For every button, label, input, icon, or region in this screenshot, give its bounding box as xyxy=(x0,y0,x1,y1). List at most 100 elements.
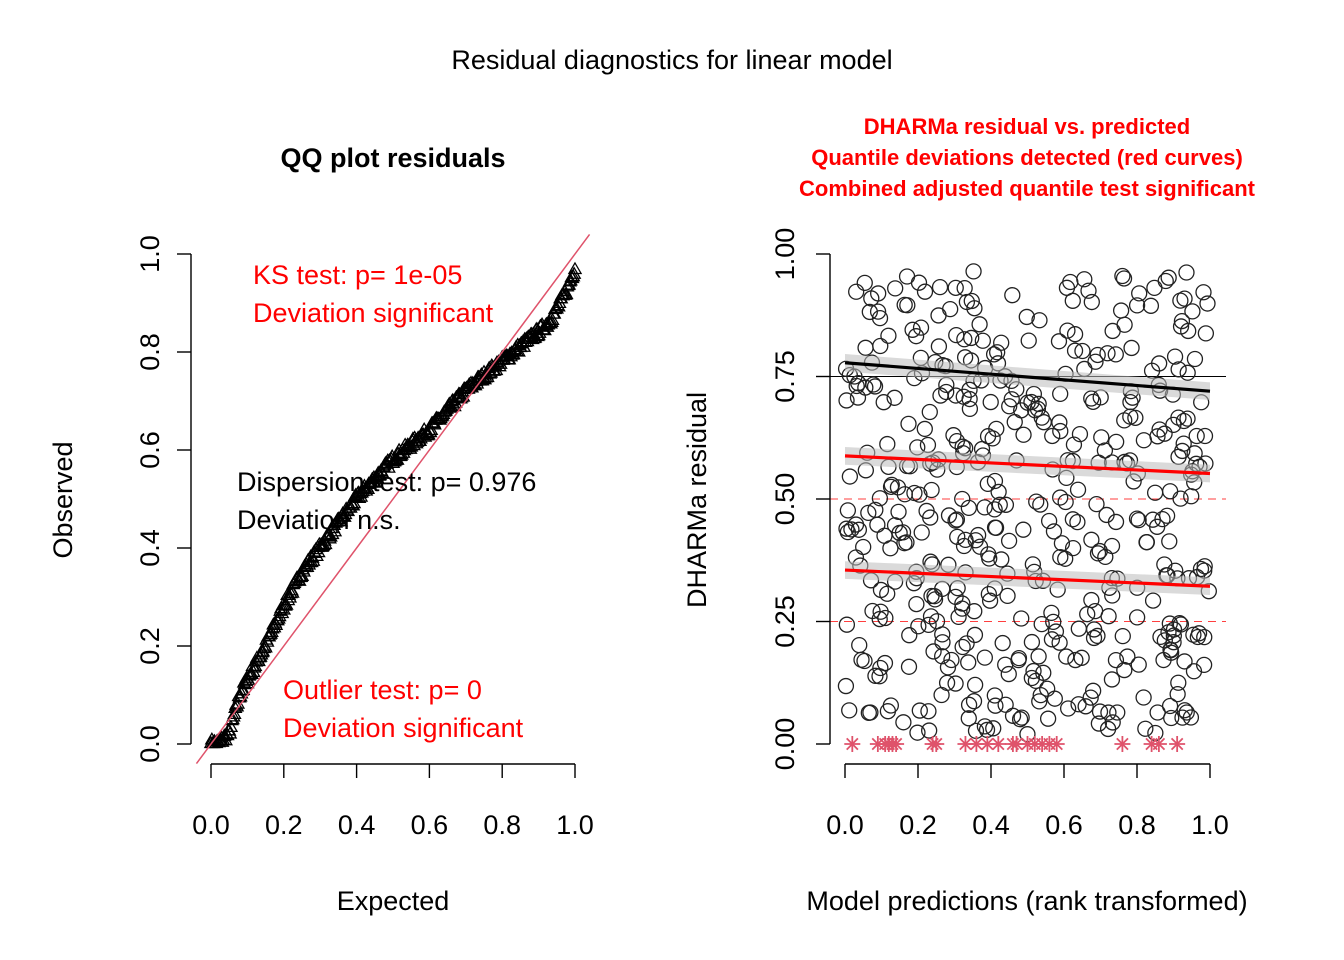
qq-point xyxy=(285,585,300,598)
residual-point xyxy=(1178,704,1195,721)
residual-point xyxy=(871,309,889,327)
residual-point xyxy=(925,643,942,660)
residual-point xyxy=(1087,353,1104,370)
residual-point xyxy=(1123,339,1140,357)
residual-point xyxy=(1053,535,1071,552)
residual-point xyxy=(943,651,960,669)
residual-point xyxy=(1179,410,1196,427)
qq-point xyxy=(233,689,248,702)
residual-point xyxy=(1197,325,1215,342)
residual-point xyxy=(1128,609,1146,626)
residual-point xyxy=(1183,488,1200,505)
residual-point xyxy=(906,484,923,502)
residual-point xyxy=(1080,282,1097,299)
residual-point xyxy=(1176,653,1193,670)
residual-point xyxy=(896,296,913,313)
residual-point xyxy=(1059,700,1077,717)
residual-point xyxy=(986,501,1003,518)
residual-y-axis-label: DHARMa residual xyxy=(682,392,712,608)
residual-point xyxy=(1107,513,1125,531)
residual-y-tick-label: 1.00 xyxy=(770,228,800,281)
qq-y-tick-label: 1.0 xyxy=(135,235,165,273)
qq-point xyxy=(294,568,310,582)
quantile-fit-q75 xyxy=(844,361,1211,393)
residual-point xyxy=(1178,264,1195,281)
residual-point xyxy=(1062,273,1079,291)
residual-point xyxy=(872,581,890,599)
qq-annotations: KS test: p= 1e-05 Deviation significant … xyxy=(237,260,536,743)
residual-point xyxy=(1100,704,1117,721)
residual-point xyxy=(1138,534,1156,551)
residual-point xyxy=(871,490,889,507)
residual-point xyxy=(928,613,946,630)
residual-point xyxy=(1020,332,1037,349)
residual-point xyxy=(1130,511,1147,529)
residual-point xyxy=(1052,548,1069,566)
residual-point xyxy=(960,696,978,713)
residual-point xyxy=(1112,302,1130,319)
residual-point xyxy=(997,656,1014,673)
residual-point xyxy=(1059,322,1076,339)
residual-point xyxy=(1144,592,1162,609)
residual-point xyxy=(1131,285,1148,302)
qq-axes: 0.0 0.2 0.4 0.6 0.8 1.0 0.0 0.2 0.4 0.6 0.8 1.0 xyxy=(135,235,594,840)
residual-point xyxy=(966,676,984,694)
residual-point xyxy=(916,420,933,438)
residual-x-tick-label: 0.6 xyxy=(1045,810,1083,840)
residual-point xyxy=(1064,540,1082,557)
residual-point xyxy=(838,616,856,633)
outlier-point xyxy=(928,736,945,752)
residual-point xyxy=(1058,648,1075,665)
residual-point xyxy=(883,476,900,494)
residual-x-tick-label: 0.8 xyxy=(1118,810,1156,840)
residual-point xyxy=(909,724,926,741)
residual-point xyxy=(1097,548,1114,566)
qq-point xyxy=(222,726,238,739)
residual-point xyxy=(1073,649,1090,666)
residual-point xyxy=(1127,409,1144,426)
residual-point xyxy=(1057,493,1074,511)
residual-point xyxy=(857,379,874,396)
residual-point xyxy=(882,697,899,714)
qq-x-tick-label: 0.2 xyxy=(265,810,303,840)
residual-point xyxy=(1039,710,1057,727)
residual-point xyxy=(1175,435,1192,452)
residual-x-tick-label: 0.0 xyxy=(826,810,864,840)
residual-point xyxy=(1155,651,1172,669)
quantile-fit-q50 xyxy=(844,454,1211,476)
residual-point xyxy=(913,524,930,541)
outlier-point xyxy=(1169,736,1186,752)
dispersion-test-label: Dispersion test: p= 0.976 xyxy=(237,467,536,497)
residual-point xyxy=(926,591,944,608)
residual-point xyxy=(1119,648,1136,665)
residual-point xyxy=(1107,346,1124,363)
residual-point xyxy=(945,427,962,444)
residual-point xyxy=(1069,514,1086,531)
qq-observed-curve xyxy=(203,261,583,749)
residual-point xyxy=(1030,648,1047,665)
residual-point xyxy=(1000,665,1017,683)
residual-point xyxy=(910,618,927,635)
residual-point xyxy=(956,279,973,297)
residual-point xyxy=(1161,533,1178,550)
residual-point xyxy=(987,697,1004,714)
residual-point xyxy=(1070,696,1087,713)
residual-point xyxy=(956,331,973,348)
qq-point xyxy=(559,286,574,300)
residual-point xyxy=(934,634,951,651)
residual-point xyxy=(894,524,912,541)
residual-plot-title-line-3: Combined adjusted quantile test signific… xyxy=(799,176,1256,201)
residual-point xyxy=(1027,672,1045,689)
residual-point xyxy=(958,635,975,652)
residual-point xyxy=(1157,272,1174,290)
residual-point xyxy=(966,603,983,620)
residual-point xyxy=(896,486,913,503)
residual-point xyxy=(1154,510,1171,528)
residual-point xyxy=(948,511,966,528)
qq-y-tick-label: 0.2 xyxy=(135,627,165,665)
residual-point xyxy=(930,307,947,324)
residual-point xyxy=(872,659,889,677)
residual-x-axis-label: Model predictions (rank transformed) xyxy=(806,886,1247,916)
residual-point xyxy=(1114,627,1131,645)
residual-point xyxy=(1128,297,1146,314)
